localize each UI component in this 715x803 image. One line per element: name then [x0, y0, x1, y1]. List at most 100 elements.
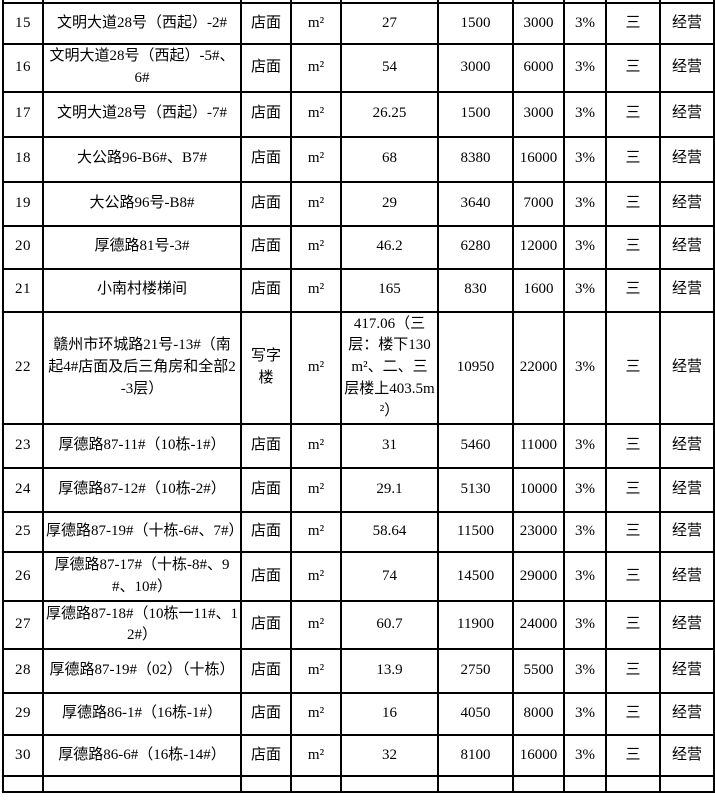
- cell-row-number: 22: [2, 310, 44, 426]
- cell-grade: 三: [605, 551, 661, 603]
- cell-area: 58.64: [340, 511, 439, 554]
- cell-use: 经营: [659, 2, 715, 45]
- cell-rate: 3%: [563, 180, 607, 227]
- cell-unit: m²: [290, 600, 342, 651]
- cell-unit: m²: [290, 734, 342, 778]
- cell-rate: 3%: [563, 511, 607, 554]
- cell-price-high: 16000: [512, 135, 565, 183]
- cell-use: 经营: [659, 423, 715, 470]
- cell-grade: 三: [605, 2, 661, 45]
- cell-price-high: 24000: [512, 600, 565, 651]
- cell-rate: 3%: [563, 267, 607, 313]
- cell-address: 大公路96号-B8#: [42, 180, 242, 227]
- cell-row-number: 20: [2, 224, 44, 270]
- cell-unit: m²: [290, 180, 342, 227]
- cell-price-low: 8380: [437, 135, 514, 183]
- cell-rate: 3%: [563, 224, 607, 270]
- cell-row-number: 25: [2, 511, 44, 554]
- table-row: 28 厚德路87-19#（02）（十栋） 店面 m² 13.9 2750 550…: [2, 648, 715, 695]
- table-row: 22 赣州市环城路21号-13#（南起4#店面及后三角房和全部2-3层） 写字楼…: [2, 310, 715, 426]
- cell-grade: 三: [605, 648, 661, 695]
- cell-area: 16: [340, 692, 439, 737]
- cell-property-type: 店面: [240, 692, 292, 737]
- cell-price-low: 1500: [437, 90, 514, 138]
- cell-address: 文明大道28号（西起）-5#、6#: [42, 43, 242, 93]
- cell-property-type: 店面: [240, 467, 292, 514]
- cell-property-type: 店面: [240, 267, 292, 313]
- cell-row-number: 15: [2, 2, 44, 45]
- table-row: 19 大公路96号-B8# 店面 m² 29 3640 7000 3% 三 经营: [2, 180, 715, 227]
- cell-rate: 3%: [563, 467, 607, 514]
- cell-rate: 3%: [563, 2, 607, 45]
- cell-price-high: 12000: [512, 224, 565, 270]
- cell-area: 46.2: [340, 224, 439, 270]
- cell-unit: m²: [290, 90, 342, 138]
- partial-row-below: [2, 775, 715, 794]
- table-row: 21 小南村楼梯间 店面 m² 165 830 1600 3% 三 经营: [2, 267, 715, 313]
- cell-price-low: 10950: [437, 310, 514, 426]
- partial-row-above: [2, 0, 715, 4]
- cell-property-type: 店面: [240, 43, 292, 93]
- cell-rate: 3%: [563, 734, 607, 778]
- cell-price-high: 22000: [512, 310, 565, 426]
- cell-price-high: 1600: [512, 267, 565, 313]
- cell-grade: 三: [605, 180, 661, 227]
- cell-area: 27: [340, 2, 439, 45]
- cell-price-low: 14500: [437, 551, 514, 603]
- table-row: 30 厚德路86-6#（16栋-14#） 店面 m² 32 8100 16000…: [2, 734, 715, 778]
- cell-price-high: 29000: [512, 551, 565, 603]
- cell-property-type: 店面: [240, 135, 292, 183]
- cell-property-type: 店面: [240, 551, 292, 603]
- cell-use: 经营: [659, 180, 715, 227]
- cell-property-type: 店面: [240, 734, 292, 778]
- cell-property-type: 店面: [240, 90, 292, 138]
- cell-row-number: 30: [2, 734, 44, 778]
- cell-price-low: 3000: [437, 43, 514, 93]
- cell-grade: 三: [605, 224, 661, 270]
- cell-rate: 3%: [563, 423, 607, 470]
- cell-price-low: 11900: [437, 600, 514, 651]
- cell-price-high: 10000: [512, 467, 565, 514]
- cell-address: 厚德路87-19#（02）（十栋）: [42, 648, 242, 695]
- cell-row-number: 19: [2, 180, 44, 227]
- cell-price-low: 5130: [437, 467, 514, 514]
- cell-rate: 3%: [563, 648, 607, 695]
- table-row: 23 厚德路87-11#（10栋-1#） 店面 m² 31 5460 11000…: [2, 423, 715, 470]
- cell-price-high: 6000: [512, 43, 565, 93]
- cell-rate: 3%: [563, 310, 607, 426]
- partial-footer: [2, 775, 715, 794]
- table-row: 24 厚德路87-12#（10栋-2#） 店面 m² 29.1 5130 100…: [2, 467, 715, 514]
- cell-row-number: 16: [2, 43, 44, 93]
- cell-grade: 三: [605, 310, 661, 426]
- cell-grade: 三: [605, 267, 661, 313]
- cell-address: 厚德路86-1#（16栋-1#）: [42, 692, 242, 737]
- cell-address: 厚德路87-19#（十栋-6#、7#）: [42, 511, 242, 554]
- cell-price-high: 23000: [512, 511, 565, 554]
- cell-price-low: 3640: [437, 180, 514, 227]
- table-body: 15 文明大道28号（西起）-2# 店面 m² 27 1500 3000 3% …: [2, 0, 715, 778]
- cell-price-high: 7000: [512, 180, 565, 227]
- cell-unit: m²: [290, 467, 342, 514]
- cell-price-low: 11500: [437, 511, 514, 554]
- cell-row-number: 29: [2, 692, 44, 737]
- cell-area: 29.1: [340, 467, 439, 514]
- cell-rate: 3%: [563, 43, 607, 93]
- cell-grade: 三: [605, 43, 661, 93]
- cell-grade: 三: [605, 692, 661, 737]
- cell-grade: 三: [605, 135, 661, 183]
- cell-property-type: 店面: [240, 224, 292, 270]
- cell-price-low: 5460: [437, 423, 514, 470]
- cell-unit: m²: [290, 511, 342, 554]
- cell-use: 经营: [659, 551, 715, 603]
- cell-address: 厚德路87-17#（十栋-8#、9#、10#）: [42, 551, 242, 603]
- cell-grade: 三: [605, 734, 661, 778]
- cell-use: 经营: [659, 224, 715, 270]
- cell-price-low: 6280: [437, 224, 514, 270]
- cell-area: 417.06（三层：楼下130m²、二、三层楼上403.5m²）: [340, 310, 439, 426]
- cell-unit: m²: [290, 43, 342, 93]
- cell-use: 经营: [659, 310, 715, 426]
- cell-unit: m²: [290, 224, 342, 270]
- cell-address: 文明大道28号（西起）-2#: [42, 2, 242, 45]
- cell-address: 赣州市环城路21号-13#（南起4#店面及后三角房和全部2-3层）: [42, 310, 242, 426]
- cell-area: 165: [340, 267, 439, 313]
